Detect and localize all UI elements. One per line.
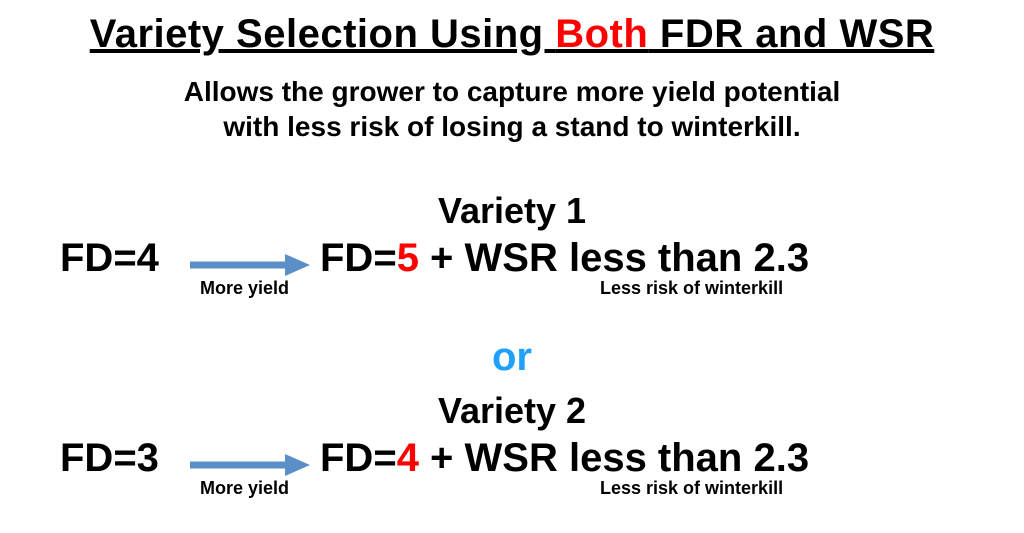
variety-2-sub-left: More yield — [200, 478, 289, 499]
variety-1-fd-left: FD=4 — [60, 236, 159, 281]
variety-2-fd-left: FD=3 — [60, 436, 159, 481]
variety-1-fd-right-post: + WSR less than 2.3 — [419, 236, 809, 280]
arrow-icon — [190, 254, 310, 276]
variety-2-sub-right: Less risk of winterkill — [600, 478, 783, 499]
variety-2-fd-right: FD=4 + WSR less than 2.3 — [320, 436, 809, 481]
variety-1-row: FD=4 FD=5 + WSR less than 2.3 More yield… — [0, 234, 1024, 294]
title-highlight: Both — [555, 12, 648, 56]
title-pre: Variety Selection Using — [90, 12, 556, 56]
variety-2-fd-right-pre: FD= — [320, 436, 397, 480]
variety-1-fd-right-red: 5 — [397, 236, 419, 280]
variety-2-fd-right-red: 4 — [397, 436, 419, 480]
title-post: FDR and WSR — [648, 12, 934, 56]
subtitle: Allows the grower to capture more yield … — [0, 74, 1024, 144]
variety-1-sub-left: More yield — [200, 278, 289, 299]
variety-2-fd-right-post: + WSR less than 2.3 — [419, 436, 809, 480]
variety-1-sub-right: Less risk of winterkill — [600, 278, 783, 299]
variety-1-fd-right: FD=5 + WSR less than 2.3 — [320, 236, 809, 281]
arrow-icon — [190, 454, 310, 476]
slide: Variety Selection Using Both FDR and WSR… — [0, 0, 1024, 533]
variety-1-title: Variety 1 — [0, 190, 1024, 232]
or-label: or — [0, 335, 1024, 380]
variety-2-row: FD=3 FD=4 + WSR less than 2.3 More yield… — [0, 434, 1024, 494]
variety-1-fd-right-pre: FD= — [320, 236, 397, 280]
page-title: Variety Selection Using Both FDR and WSR — [0, 12, 1024, 57]
variety-2-title: Variety 2 — [0, 390, 1024, 432]
